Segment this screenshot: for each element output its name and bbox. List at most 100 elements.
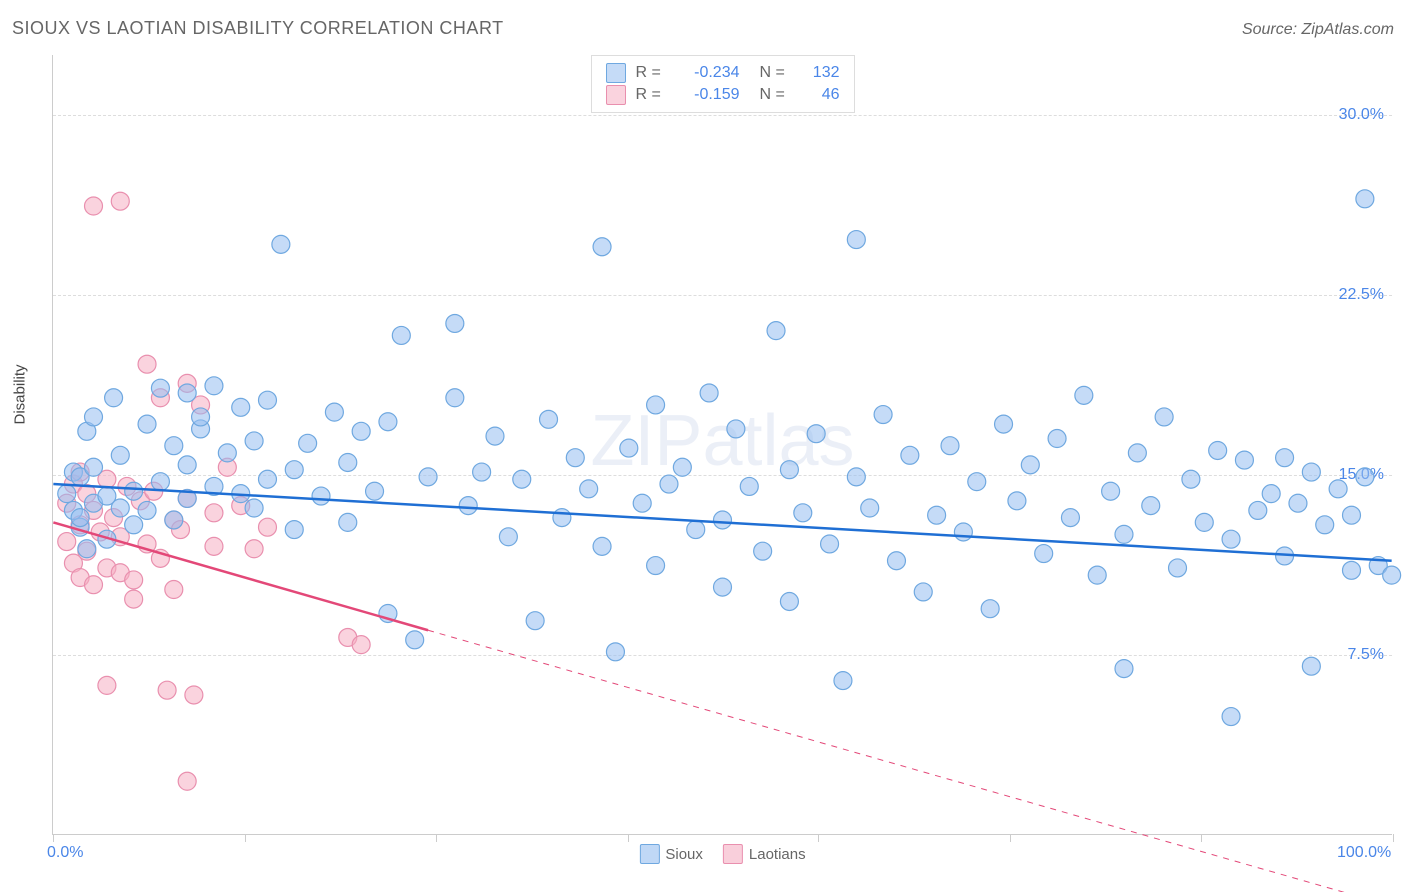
data-point	[245, 499, 263, 517]
n-value: 46	[804, 86, 840, 104]
x-tick	[1010, 834, 1011, 842]
data-point	[861, 499, 879, 517]
data-point	[847, 231, 865, 249]
data-point	[245, 540, 263, 558]
data-point	[151, 379, 169, 397]
legend-swatch	[639, 844, 659, 864]
data-point	[633, 494, 651, 512]
data-point	[1262, 485, 1280, 503]
data-point	[834, 672, 852, 690]
data-point	[700, 384, 718, 402]
data-point	[780, 593, 798, 611]
data-point	[1008, 492, 1026, 510]
data-point	[272, 235, 290, 253]
x-tick	[628, 834, 629, 842]
r-value: -0.159	[680, 86, 740, 104]
x-tick	[1201, 834, 1202, 842]
data-point	[138, 501, 156, 519]
r-value: -0.234	[680, 64, 740, 82]
legend-item: Laotians	[723, 844, 806, 864]
data-point	[1329, 480, 1347, 498]
data-point	[780, 461, 798, 479]
data-point	[606, 643, 624, 661]
data-point	[258, 391, 276, 409]
data-point	[232, 398, 250, 416]
data-point	[647, 557, 665, 575]
data-point	[98, 676, 116, 694]
data-point	[1142, 497, 1160, 515]
data-point	[1235, 451, 1253, 469]
data-point	[85, 408, 103, 426]
data-point	[1249, 501, 1267, 519]
data-point	[151, 473, 169, 491]
data-point	[392, 326, 410, 344]
n-label: N =	[760, 64, 794, 82]
data-point	[178, 384, 196, 402]
data-point	[339, 513, 357, 531]
legend-stats: R =-0.234N =132R =-0.159N =46	[591, 55, 855, 113]
n-value: 132	[804, 64, 840, 82]
data-point	[821, 535, 839, 553]
trend-line-extrapolated	[428, 630, 1392, 892]
data-point	[660, 475, 678, 493]
data-point	[754, 542, 772, 560]
r-label: R =	[636, 64, 670, 82]
data-point	[178, 772, 196, 790]
data-point	[245, 432, 263, 450]
data-point	[981, 600, 999, 618]
chart-title: SIOUX VS LAOTIAN DISABILITY CORRELATION …	[12, 18, 504, 39]
data-point	[1356, 468, 1374, 486]
legend-swatch	[606, 85, 626, 105]
data-point	[1343, 561, 1361, 579]
x-tick	[245, 834, 246, 842]
data-point	[1209, 442, 1227, 460]
data-point	[192, 408, 210, 426]
data-point	[406, 631, 424, 649]
data-point	[125, 590, 143, 608]
data-point	[1048, 430, 1066, 448]
data-point	[1182, 470, 1200, 488]
legend-label: Sioux	[665, 846, 703, 863]
data-point	[673, 458, 691, 476]
data-point	[218, 444, 236, 462]
data-point	[85, 576, 103, 594]
x-tick	[818, 834, 819, 842]
data-point	[687, 521, 705, 539]
data-point	[1316, 516, 1334, 534]
data-point	[1115, 525, 1133, 543]
source-attribution: Source: ZipAtlas.com	[1242, 21, 1394, 39]
data-point	[1102, 482, 1120, 500]
y-axis-title: Disability	[12, 364, 29, 424]
data-point	[158, 681, 176, 699]
data-point	[1289, 494, 1307, 512]
data-point	[125, 571, 143, 589]
data-point	[1115, 660, 1133, 678]
legend-label: Laotians	[749, 846, 806, 863]
data-point	[1222, 708, 1240, 726]
data-point	[1075, 386, 1093, 404]
data-point	[995, 415, 1013, 433]
data-point	[459, 497, 477, 515]
data-point	[1302, 657, 1320, 675]
legend-swatch	[723, 844, 743, 864]
data-point	[513, 470, 531, 488]
data-point	[419, 468, 437, 486]
data-point	[185, 686, 203, 704]
data-point	[499, 528, 517, 546]
data-point	[258, 518, 276, 536]
data-point	[138, 355, 156, 373]
data-point	[1302, 463, 1320, 481]
data-point	[794, 504, 812, 522]
data-point	[111, 192, 129, 210]
scatter-svg	[53, 55, 1392, 834]
data-point	[125, 482, 143, 500]
data-point	[285, 521, 303, 539]
data-point	[1222, 530, 1240, 548]
data-point	[312, 487, 330, 505]
data-point	[1061, 509, 1079, 527]
x-axis-label: 100.0%	[1337, 844, 1391, 862]
data-point	[352, 636, 370, 654]
data-point	[105, 389, 123, 407]
x-tick	[1393, 834, 1394, 842]
data-point	[526, 612, 544, 630]
